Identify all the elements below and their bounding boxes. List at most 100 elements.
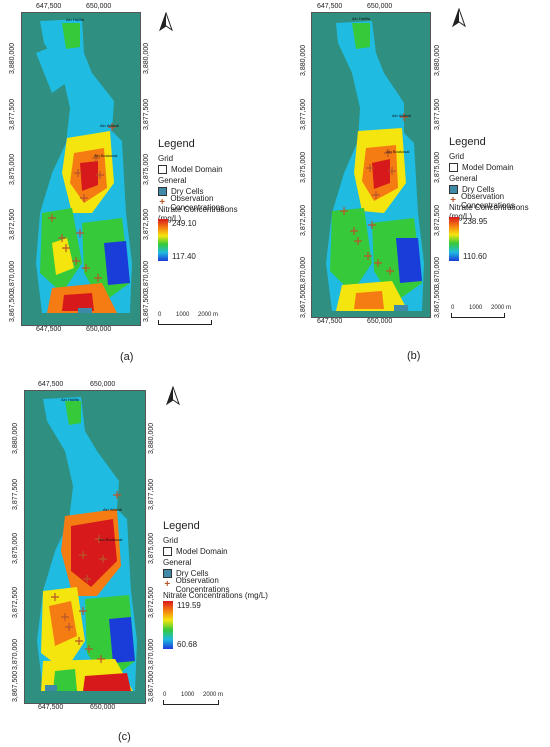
y-tick: 3,875,000 xyxy=(148,532,155,564)
y-tick: 3,877,500 xyxy=(9,98,16,130)
y-tick: 3,877,500 xyxy=(143,98,150,130)
y-tick: 3,870,000 xyxy=(143,260,150,292)
legend-model-domain: Model Domain xyxy=(163,546,271,557)
x-tick: 647,500 xyxy=(38,704,64,711)
x-tick: 650,000 xyxy=(86,3,112,10)
y-tick: 3,875,000 xyxy=(12,532,19,564)
y-tick: 3,877,500 xyxy=(434,98,441,130)
legend: Legend Grid Model Domain General Dry Cel… xyxy=(158,138,262,261)
model-domain-swatch xyxy=(449,163,458,172)
x-tick: 647,500 xyxy=(317,318,343,325)
legend-grid-heading: Grid xyxy=(158,154,174,163)
x-tick: 647,500 xyxy=(38,381,64,388)
x-tick: 650,000 xyxy=(367,3,393,10)
legend-observations: + Observation Concentrations xyxy=(449,192,549,210)
observation-marker-icon: + xyxy=(450,195,456,206)
well-label: Ain Boukosal xyxy=(94,153,118,158)
ramp-max: 238.95 xyxy=(463,217,488,226)
y-tick: 3,880,000 xyxy=(434,44,441,76)
scale-end: 2000 m xyxy=(491,305,512,311)
x-tick: 650,000 xyxy=(367,318,393,325)
scale-zero: 0 xyxy=(158,312,162,318)
north-arrow-icon xyxy=(451,7,467,33)
legend-general-heading: General xyxy=(163,558,192,567)
well-label: Ain Hallifa xyxy=(66,17,85,22)
legend: Legend Grid Model Domain General Dry Cel… xyxy=(449,136,549,261)
scale-mid: 1000 xyxy=(469,305,483,311)
nitrate-map: Ain Hallifa Ain Walndi Ain Boukosal xyxy=(311,12,431,318)
model-domain-label: Model Domain xyxy=(176,547,228,556)
scale-bar-line xyxy=(451,313,505,318)
well-label: Ain Walndi xyxy=(392,113,411,118)
scale-bar: 0 1000 2000 m xyxy=(451,305,511,318)
legend-grid-heading: Grid xyxy=(449,152,465,161)
legend-observations: + Observation Concentrations xyxy=(163,576,271,594)
ramp-min: 117.40 xyxy=(172,252,196,261)
model-domain-swatch xyxy=(158,165,167,174)
color-ramp xyxy=(158,219,168,261)
y-tick: 3,872,500 xyxy=(434,204,441,236)
scale-zero: 0 xyxy=(451,305,455,311)
ramp-min: 60.68 xyxy=(177,640,198,649)
ramp-max: 119.59 xyxy=(177,601,201,610)
legend-ramp-title: Nitrate Concentrations (mg/L) xyxy=(449,202,529,221)
color-ramp xyxy=(449,217,459,261)
observations-label: Observation Concentrations xyxy=(170,193,225,212)
legend-general-heading: General xyxy=(158,176,187,185)
y-tick: 3,870,000 xyxy=(300,256,307,288)
observation-marker-icon: + xyxy=(164,579,171,590)
y-tick: 3,875,000 xyxy=(434,151,441,183)
y-tick: 3,880,000 xyxy=(12,422,19,454)
scale-mid: 1000 xyxy=(181,692,195,698)
y-tick: 3,875,000 xyxy=(300,151,307,183)
legend-model-domain: Model Domain xyxy=(158,164,262,175)
nitrate-map: Ain Hallifa Ain Walndi Ain Boukosal xyxy=(24,390,146,704)
scale-bar: 0 1000 2000 m xyxy=(163,692,225,705)
well-label: Ain Boukosal xyxy=(386,149,410,154)
scale-end: 2000 m xyxy=(198,312,219,318)
observations-label: Observation Concentrations xyxy=(175,575,230,594)
y-tick: 3,872,500 xyxy=(12,586,19,618)
y-tick: 3,875,000 xyxy=(143,153,150,185)
panel-caption: (b) xyxy=(407,350,421,362)
nitrate-map: Ain Hallifa Ain Walndi Ain Boukosal xyxy=(21,12,141,326)
x-tick: 650,000 xyxy=(86,326,112,333)
ramp-max: 249.10 xyxy=(172,219,197,228)
model-domain-label: Model Domain xyxy=(462,163,514,172)
y-tick: 3,872,500 xyxy=(9,208,16,240)
dry-cells-label: Dry Cells xyxy=(176,569,209,578)
scale-bar-line xyxy=(158,320,212,325)
north-arrow-icon xyxy=(165,385,181,411)
observations-label: Observation Concentrations xyxy=(460,191,515,210)
panel-caption: (c) xyxy=(118,731,131,743)
y-tick: 3,867,500 xyxy=(434,286,441,318)
model-domain-swatch xyxy=(163,547,172,556)
y-tick: 3,880,000 xyxy=(148,422,155,454)
legend-dry-cells: Dry Cells xyxy=(158,186,262,197)
legend-ramp-title: Nitrate Concentrations (mg/L) xyxy=(163,591,268,600)
legend-observations: + Observation Concentrations xyxy=(158,194,262,212)
panel-b: 647,500 650,000 647,500 650,000 3,880,00… xyxy=(283,0,550,370)
y-tick: 3,870,000 xyxy=(9,260,16,292)
legend-dry-cells: Dry Cells xyxy=(163,568,271,579)
y-tick: 3,872,500 xyxy=(148,586,155,618)
well-label: Ain Hallifa xyxy=(61,397,80,402)
y-tick: 3,867,500 xyxy=(300,286,307,318)
y-tick: 3,877,500 xyxy=(12,478,19,510)
panel-c: 647,500 650,000 647,500 650,000 3,880,00… xyxy=(0,376,275,747)
y-tick: 3,880,000 xyxy=(300,44,307,76)
legend-dry-cells: Dry Cells xyxy=(449,184,549,195)
dry-cells-swatch xyxy=(449,185,458,194)
y-tick: 3,867,500 xyxy=(148,670,155,702)
y-tick: 3,880,000 xyxy=(9,42,16,74)
observation-marker-icon: + xyxy=(159,197,166,208)
y-tick: 3,877,500 xyxy=(148,478,155,510)
y-tick: 3,870,000 xyxy=(148,638,155,670)
legend-grid-heading: Grid xyxy=(163,536,179,545)
scale-bar-line xyxy=(163,700,219,705)
well-label: Ain Walndi xyxy=(100,123,119,128)
scale-bar: 0 1000 2000 m xyxy=(158,312,218,325)
x-tick: 650,000 xyxy=(90,381,116,388)
well-label: Ain Walndi xyxy=(103,507,122,512)
legend-title: Legend xyxy=(163,520,200,532)
